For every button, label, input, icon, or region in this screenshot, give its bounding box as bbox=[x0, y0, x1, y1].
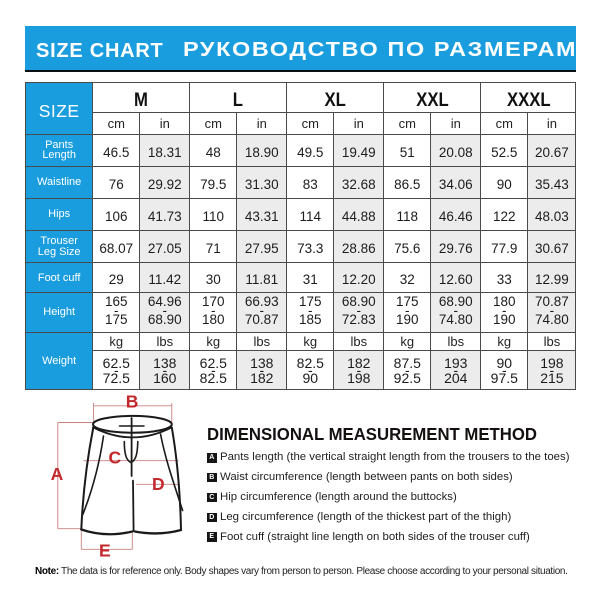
svg-text:D: D bbox=[152, 474, 165, 494]
svg-text:B: B bbox=[126, 392, 139, 412]
svg-text:C: C bbox=[108, 447, 121, 467]
svg-text:A: A bbox=[51, 464, 64, 484]
svg-text:E: E bbox=[99, 540, 111, 560]
